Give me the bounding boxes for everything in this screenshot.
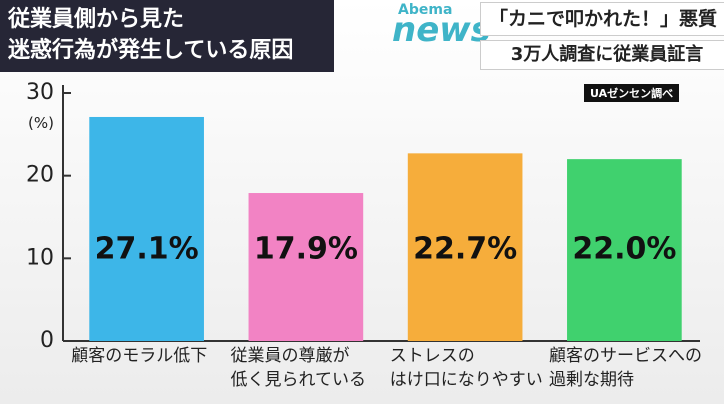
chart-title: 従業員側から見た 迷惑行為が発生している原因 xyxy=(0,0,334,72)
value-label: 22.7% xyxy=(413,232,517,267)
x-tick-label: 従業員の尊厳が 低く見られている xyxy=(230,346,367,390)
value-label: 27.1% xyxy=(95,232,199,267)
source: UAゼンセン調べ xyxy=(584,84,680,102)
value-label: 22.0% xyxy=(572,232,676,267)
bar xyxy=(248,193,364,341)
y-tick-label: 10 xyxy=(26,245,54,270)
y-unit: (%) xyxy=(28,114,54,132)
y-tick-label: 0 xyxy=(40,328,54,353)
bar xyxy=(89,116,204,342)
x-tick-label: 顧客のモラル低下 xyxy=(71,346,208,366)
logo-small: Abema xyxy=(398,2,453,18)
y-tick-label: 20 xyxy=(26,163,54,188)
x-tick-label: 顧客のサービスへの 過剰な期待 xyxy=(549,346,703,390)
bar xyxy=(407,153,523,341)
subheadline: 3万人調査に従業員証言 xyxy=(480,40,724,70)
x-tick-label: ストレスの はけ口になりやすい xyxy=(389,346,543,390)
value-label: 17.9% xyxy=(254,232,358,267)
y-tick-label: 30 xyxy=(26,80,54,105)
bar xyxy=(567,159,682,341)
logo-large: news xyxy=(392,10,491,50)
